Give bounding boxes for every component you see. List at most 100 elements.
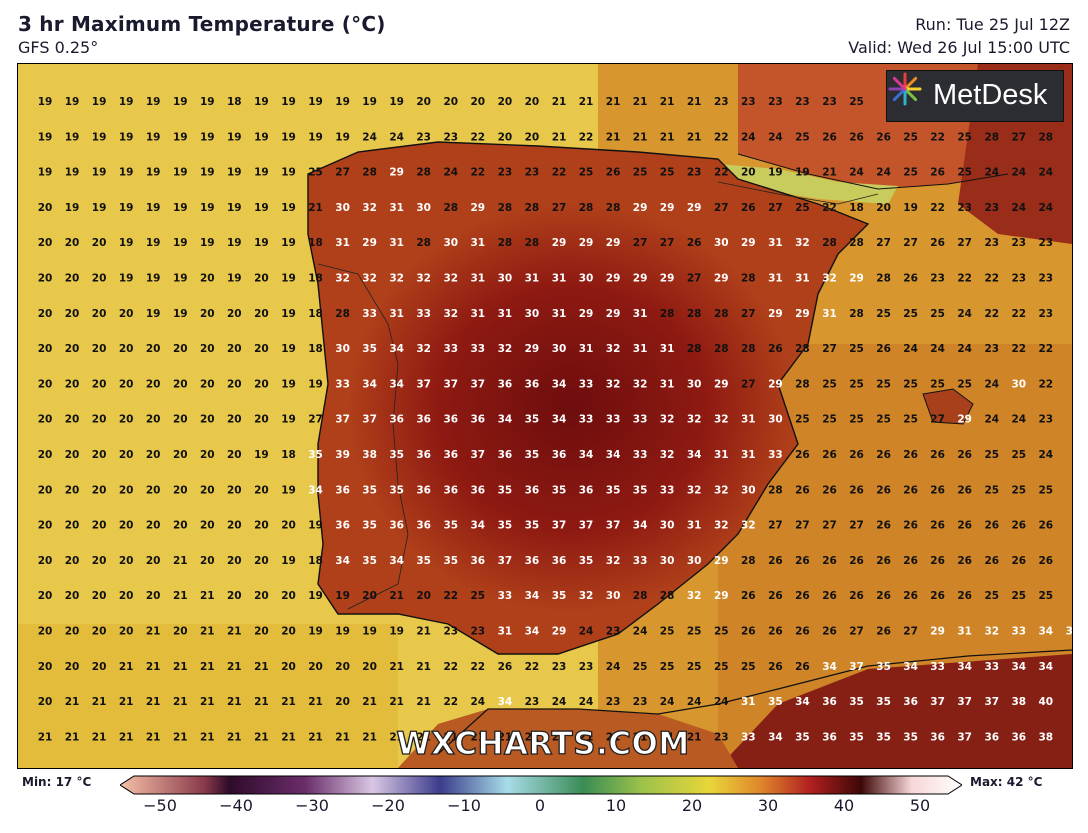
grid-value: 19 [146,237,161,249]
grid-value: 34 [768,731,783,743]
grid-value: 31 [552,308,567,320]
grid-value: 25 [849,414,864,426]
pyrenees-cool-band [718,164,898,204]
grid-value: 24 [714,696,729,708]
grid-value: 20 [470,96,485,108]
metdesk-logo-text: MetDesk [933,79,1048,111]
grid-value: 22 [984,273,999,285]
grid-value: 22 [470,131,485,143]
grid-value: 33 [498,590,513,602]
grid-value: 34 [1038,626,1053,638]
grid-value: 28 [741,343,756,355]
grid-value: 27 [768,202,783,214]
grid-value: 27 [876,237,891,249]
grid-value: 20 [65,414,80,426]
grid-value: 37 [416,378,431,390]
grid-value: 36 [525,484,540,496]
grid-value: 25 [579,167,594,179]
grid-value: 37 [498,555,513,567]
grid-value: 21 [173,731,188,743]
grid-value: 25 [903,167,918,179]
grid-value: 18 [227,96,242,108]
grid-value: 30 [335,202,350,214]
grid-value: 36 [335,520,350,532]
grid-value: 27 [930,414,945,426]
grid-value: 29 [849,273,864,285]
grid-value: 28 [768,484,783,496]
grid-value: 20 [146,590,161,602]
grid-value: 21 [389,696,404,708]
grid-value: 23 [1038,308,1053,320]
grid-value: 26 [1011,555,1026,567]
grid-value: 26 [876,449,891,461]
grid-value: 27 [795,520,810,532]
grid-value: 21 [416,626,431,638]
africa-coastline [437,649,1072,755]
grid-value: 29 [714,273,729,285]
grid-value: 18 [849,202,864,214]
grid-value: 27 [552,202,567,214]
grid-value: 36 [525,555,540,567]
grid-value: 23 [416,131,431,143]
grid-value: 26 [768,661,783,673]
grid-value: 29 [741,237,756,249]
grid-value: 31 [660,343,675,355]
grid-value: 37 [957,696,972,708]
grid-value: 24 [470,696,485,708]
grid-value: 19 [173,131,188,143]
grid-value: 33 [579,378,594,390]
grid-value: 26 [849,449,864,461]
grid-value: 19 [254,167,269,179]
grid-value: 25 [795,202,810,214]
grid-value: 23 [984,202,999,214]
grid-value: 25 [984,449,999,461]
grid-value: 36 [470,414,485,426]
grid-value: 31 [552,273,567,285]
grid-value: 18 [308,555,323,567]
grid-value: 20 [362,661,377,673]
grid-value: 23 [525,167,540,179]
grid-value: 21 [687,96,702,108]
grid-value: 33 [335,378,350,390]
grid-value: 36 [822,731,837,743]
grid-value: 25 [876,378,891,390]
valid-time-label: Valid: Wed 26 Jul 15:00 UTC [848,38,1070,57]
grid-value: 30 [525,308,540,320]
grid-value: 37 [579,520,594,532]
grid-value: 25 [957,131,972,143]
model-label: GFS 0.25° [18,38,99,57]
grid-value: 19 [281,414,296,426]
grid-value: 36 [416,520,431,532]
grid-value: 31 [633,308,648,320]
grid-value: 30 [687,378,702,390]
grid-value: 20 [119,449,134,461]
grid-value: 23 [930,273,945,285]
grid-value: 25 [714,626,729,638]
grid-value: 25 [795,414,810,426]
grid-value: 26 [687,237,702,249]
grid-value: 22 [525,661,540,673]
grid-value: 24 [984,167,999,179]
grid-value: 21 [92,696,107,708]
grid-value: 36 [470,555,485,567]
grid-value: 20 [254,378,269,390]
grid-value: 20 [119,520,134,532]
grid-value: 23 [1011,237,1026,249]
grid-value: 28 [1038,131,1053,143]
grid-value: 19 [795,167,810,179]
grid-value: 19 [173,308,188,320]
grid-value: 37 [335,414,350,426]
grid-value: 22 [1038,378,1053,390]
grid-value: 34 [822,661,837,673]
metdesk-logo: MetDesk [886,70,1064,122]
grid-value: 20 [308,661,323,673]
grid-value: 23 [714,96,729,108]
grid-value: 19 [389,96,404,108]
grid-value: 32 [714,484,729,496]
grid-value: 27 [822,343,837,355]
grid-value: 21 [308,696,323,708]
grid-value: 29 [930,626,945,638]
grid-value: 34 [498,696,513,708]
grid-value: 25 [849,378,864,390]
grid-value: 32 [741,520,756,532]
